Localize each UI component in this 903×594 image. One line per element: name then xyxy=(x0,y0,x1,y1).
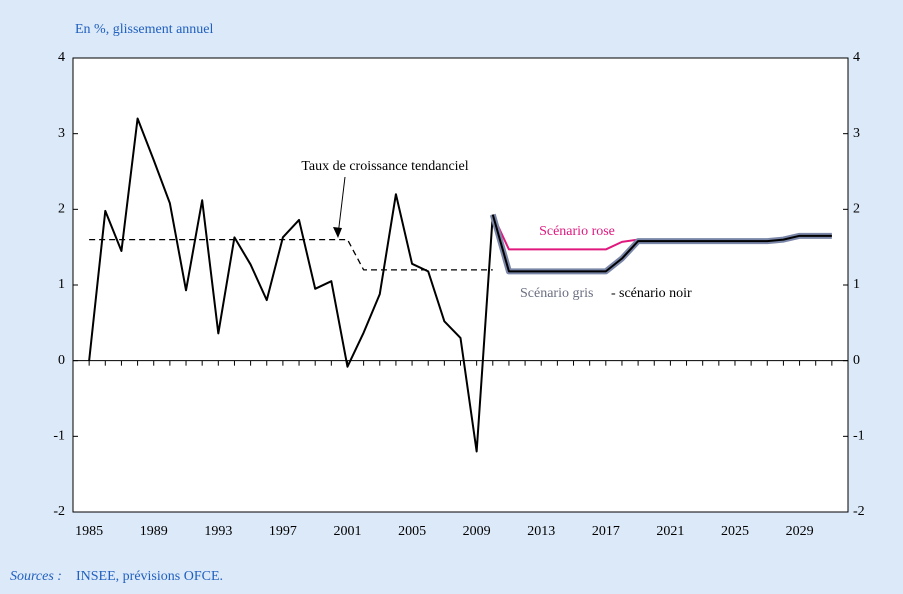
y2-tick-label: -1 xyxy=(853,429,865,444)
arrow xyxy=(337,176,346,236)
y2-tick-label: 4 xyxy=(853,50,860,65)
y2-tick-label: -2 xyxy=(853,504,865,519)
y-tick-label: -1 xyxy=(53,429,65,444)
x-tick-label: 2005 xyxy=(398,524,426,539)
subtitle: En %, glissement annuel xyxy=(75,22,214,37)
y2-tick-label: 0 xyxy=(853,353,860,368)
series-label: scénario noir xyxy=(619,286,692,301)
x-tick-label: 2025 xyxy=(721,524,749,539)
annotation: Taux de croissance tendanciel xyxy=(301,159,468,174)
y-tick-label: 4 xyxy=(58,50,65,65)
source-text: INSEE, prévisions OFCE. xyxy=(76,569,223,584)
x-tick-label: 2021 xyxy=(656,524,684,539)
y-tick-label: -2 xyxy=(53,504,65,519)
x-tick-label: 1985 xyxy=(75,524,103,539)
series-label: Scénario rose xyxy=(539,224,615,239)
x-tick-label: 1993 xyxy=(204,524,232,539)
x-tick-label: 2013 xyxy=(527,524,555,539)
separator: - xyxy=(611,286,616,301)
y2-tick-label: 2 xyxy=(853,202,860,217)
x-tick-label: 2009 xyxy=(463,524,491,539)
x-tick-label: 2017 xyxy=(592,524,620,539)
x-tick-label: 2001 xyxy=(333,524,361,539)
series-label: Scénario gris xyxy=(520,286,593,301)
x-tick-label: 2029 xyxy=(786,524,814,539)
plot-area xyxy=(72,57,849,513)
y-tick-label: 0 xyxy=(58,353,65,368)
y-tick-label: 3 xyxy=(58,126,65,141)
y-tick-label: 1 xyxy=(58,277,65,292)
series-line xyxy=(491,214,832,273)
x-tick-label: 1997 xyxy=(269,524,297,539)
arrow-head xyxy=(333,227,342,238)
series-line xyxy=(88,117,494,453)
y-tick-label: 2 xyxy=(58,202,65,217)
y2-tick-label: 1 xyxy=(853,277,860,292)
x-tick-label: 1989 xyxy=(140,524,168,539)
y2-tick-label: 3 xyxy=(853,126,860,141)
source-label: Sources : xyxy=(10,569,62,584)
